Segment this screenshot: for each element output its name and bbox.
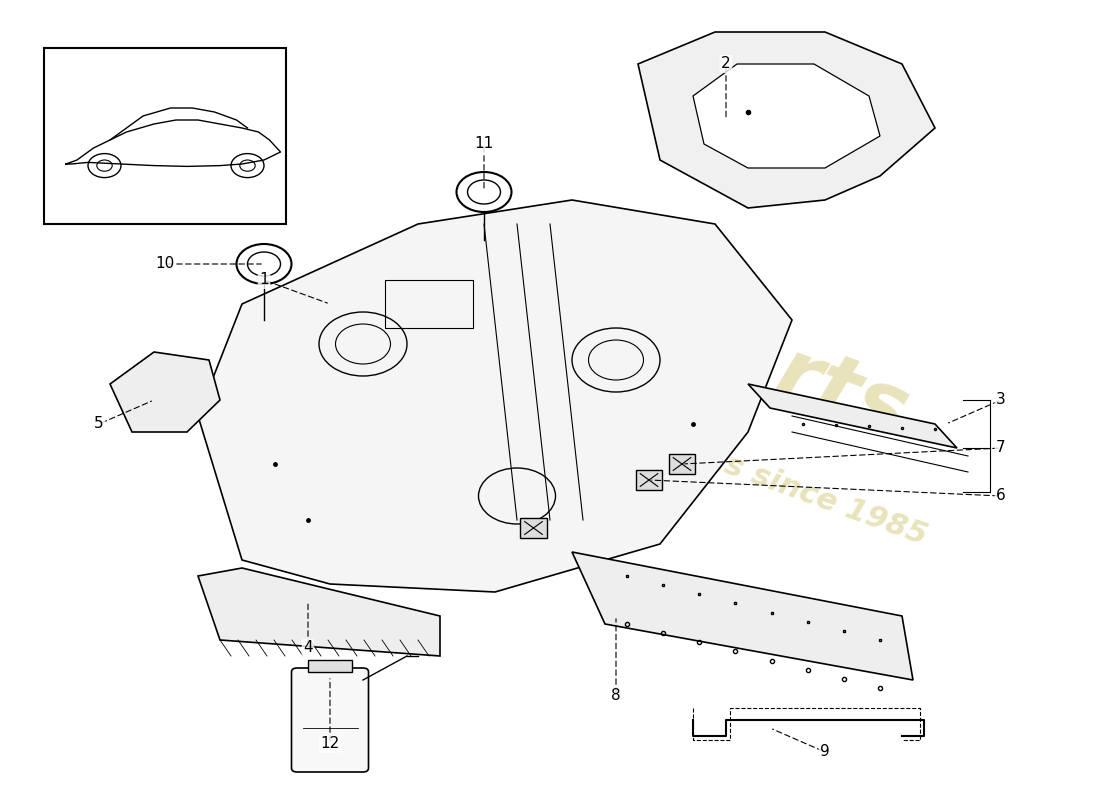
Text: 12: 12 xyxy=(320,737,340,751)
Text: 4: 4 xyxy=(304,641,312,655)
Polygon shape xyxy=(693,64,880,168)
Polygon shape xyxy=(638,32,935,208)
Text: 8: 8 xyxy=(612,689,620,703)
Text: 1: 1 xyxy=(260,273,268,287)
Text: europarts: europarts xyxy=(444,216,920,456)
Polygon shape xyxy=(572,552,913,680)
Bar xyxy=(385,280,473,328)
Bar xyxy=(308,660,352,672)
Polygon shape xyxy=(198,568,440,656)
Text: 7: 7 xyxy=(997,441,1005,455)
Text: 9: 9 xyxy=(821,745,829,759)
Bar xyxy=(636,470,662,490)
Text: 10: 10 xyxy=(155,257,175,271)
Text: 11: 11 xyxy=(474,137,494,151)
Polygon shape xyxy=(748,384,957,448)
FancyBboxPatch shape xyxy=(44,48,286,224)
FancyBboxPatch shape xyxy=(292,668,368,772)
Text: 2: 2 xyxy=(722,57,730,71)
Text: 6: 6 xyxy=(997,489,1005,503)
Polygon shape xyxy=(198,200,792,592)
Bar xyxy=(669,454,695,474)
Text: 3: 3 xyxy=(997,393,1005,407)
Polygon shape xyxy=(110,352,220,432)
Bar xyxy=(520,518,547,538)
Text: a passion for parts since 1985: a passion for parts since 1985 xyxy=(433,346,931,550)
Text: 5: 5 xyxy=(95,417,103,431)
